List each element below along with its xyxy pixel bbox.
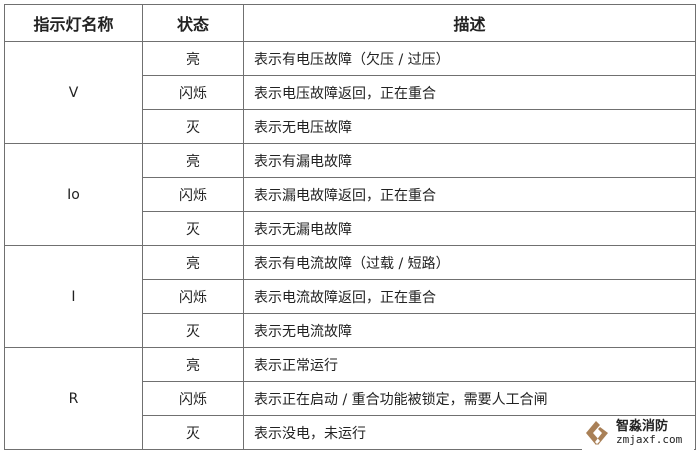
description-cell: 表示有电流故障（过载 / 短路） bbox=[243, 245, 696, 280]
state-cell: 灭 bbox=[142, 415, 244, 450]
header-name: 指示灯名称 bbox=[4, 4, 143, 42]
description-cell: 表示无漏电故障 bbox=[243, 211, 696, 246]
watermark-en: zmjaxf.com bbox=[616, 433, 683, 446]
state-cell: 灭 bbox=[142, 313, 244, 348]
logo-icon bbox=[586, 421, 608, 445]
table-row: V 亮表示有电压故障（欠压 / 过压） bbox=[4, 41, 696, 144]
state-cell: 闪烁 bbox=[142, 279, 244, 314]
watermark: 智淼消防 zmjaxf.com bbox=[582, 416, 694, 450]
state-cell: 亮 bbox=[142, 347, 244, 382]
description-cell: 表示无电压故障 bbox=[243, 109, 696, 144]
state-cell: 闪烁 bbox=[142, 381, 244, 416]
table-row: 闪烁 表示正在启动 / 重合功能被锁定，需要人工合闸 bbox=[5, 381, 696, 416]
state-cell: 灭 bbox=[142, 211, 244, 246]
header-state: 状态 bbox=[142, 4, 244, 42]
header-desc: 描述 bbox=[243, 4, 696, 42]
indicator-name: I bbox=[4, 245, 143, 348]
table-row: 灭表示无电压故障 bbox=[5, 109, 696, 144]
description-cell: 表示有电压故障（欠压 / 过压） bbox=[243, 41, 696, 76]
indicator-name: Io bbox=[4, 143, 143, 246]
table-row: 灭表示无漏电故障 bbox=[5, 211, 696, 246]
description-cell: 表示正在启动 / 重合功能被锁定，需要人工合闸 bbox=[243, 381, 696, 416]
description-cell: 表示电流故障返回，正在重合 bbox=[243, 279, 696, 314]
description-cell: 表示漏电故障返回，正在重合 bbox=[243, 177, 696, 212]
watermark-cn: 智淼消防 bbox=[616, 419, 669, 434]
table-row: Io 亮表示有漏电故障 bbox=[4, 143, 696, 246]
state-cell: 亮 bbox=[142, 143, 244, 178]
description-cell: 表示电压故障返回，正在重合 bbox=[243, 75, 696, 110]
state-cell: 亮 bbox=[142, 245, 244, 280]
table-row: 闪烁 表示电压故障返回，正在重合 bbox=[5, 75, 696, 110]
state-cell: 灭 bbox=[142, 109, 244, 144]
table-row: 闪烁 表示电流故障返回，正在重合 bbox=[5, 279, 696, 314]
description-cell: 表示有漏电故障 bbox=[243, 143, 696, 178]
table-row: 灭表示无电流故障 bbox=[5, 313, 696, 348]
description-cell: 表示正常运行 bbox=[243, 347, 696, 382]
indicator-table: 指示灯名称 状态 描述 V 亮表示有电压故障（欠压 / 过压） 闪烁 表示电压故障返回… bbox=[4, 4, 696, 450]
state-cell: 闪烁 bbox=[142, 75, 244, 110]
header-row: 指示灯名称 状态 描述 bbox=[4, 4, 696, 42]
table-row: R 亮表示正常运行 bbox=[4, 347, 696, 450]
table-row: I 亮表示有电流故障（过载 / 短路） bbox=[4, 245, 696, 348]
state-cell: 闪烁 bbox=[142, 177, 244, 212]
description-cell: 表示无电流故障 bbox=[243, 313, 696, 348]
state-cell: 亮 bbox=[142, 41, 244, 76]
indicator-name: R bbox=[4, 347, 143, 450]
table-row: 闪烁 表示漏电故障返回，正在重合 bbox=[5, 177, 696, 212]
indicator-name: V bbox=[4, 41, 143, 144]
